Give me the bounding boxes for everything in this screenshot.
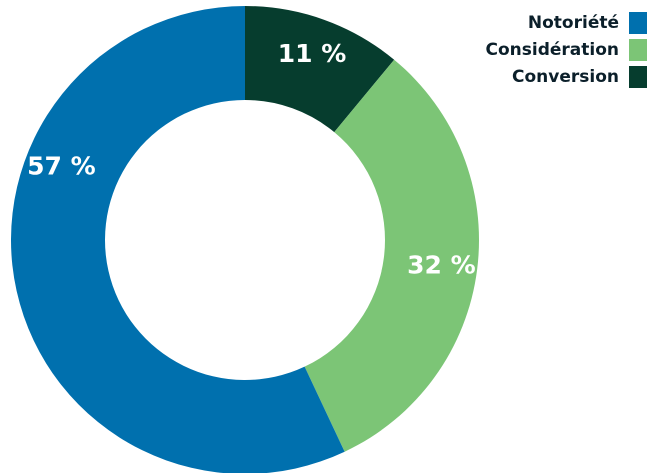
legend-swatch xyxy=(629,66,647,88)
chart-legend: Notoriété Considération Conversion xyxy=(485,12,647,88)
slice-labels: 11 % 32 % 57 % xyxy=(27,39,476,279)
donut-slices xyxy=(11,6,479,473)
legend-label: Considération xyxy=(485,40,620,60)
slice-value-label: 32 % xyxy=(407,250,476,279)
legend-swatch xyxy=(629,39,647,61)
legend-item-consideration: Considération xyxy=(485,39,647,61)
legend-item-notoriete: Notoriété xyxy=(528,12,647,34)
slice-value-label: 57 % xyxy=(27,151,96,180)
donut-slice-conversion xyxy=(245,6,395,133)
legend-label: Conversion xyxy=(512,67,619,87)
slice-value-label: 11 % xyxy=(278,39,347,68)
donut-slice-notoriete xyxy=(11,6,345,473)
legend-label: Notoriété xyxy=(527,13,619,33)
legend-item-conversion: Conversion xyxy=(512,66,647,88)
legend-swatch xyxy=(629,12,647,34)
donut-slice-consideration xyxy=(304,59,479,452)
